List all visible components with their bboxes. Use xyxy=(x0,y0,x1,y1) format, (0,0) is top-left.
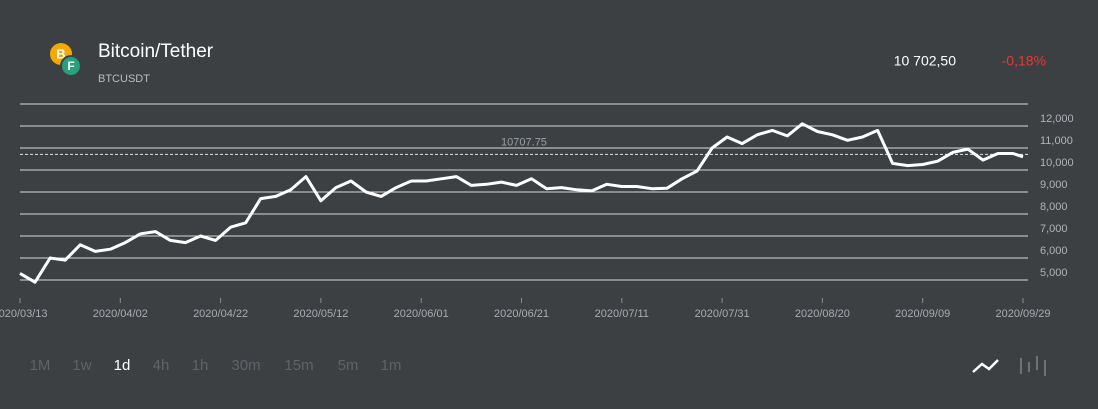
timeframes: 1M 1w 1d 4h 1h 30m 15m 5m 1m xyxy=(30,357,402,374)
timeframe-button[interactable]: 4h xyxy=(153,357,170,374)
title: Bitcoin/Tether xyxy=(98,41,214,62)
timeframe-button[interactable]: 15m xyxy=(284,357,313,374)
timeframe-button[interactable]: 1m xyxy=(381,357,402,374)
x-tick-label: 2020/04/02 xyxy=(93,308,148,320)
symbol: BTCUSDT xyxy=(98,73,150,85)
timeframe-button[interactable]: 30m xyxy=(231,357,260,374)
x-tick-label: 2020/06/01 xyxy=(394,308,449,320)
price-line xyxy=(19,122,1024,284)
timeframe-button[interactable]: 1w xyxy=(72,357,91,374)
plot: 5,000 6,000 7,000 8,000 9,000 10,000 11,000 12,… xyxy=(0,113,1074,320)
x-tick-label: 2020/09/09 xyxy=(895,308,950,320)
timeframe-button[interactable]: 5m xyxy=(338,357,359,374)
reference-label: 10707.75 xyxy=(501,136,547,148)
timeframe-button[interactable]: 1d xyxy=(114,357,131,374)
timeframe-button[interactable]: 1h xyxy=(192,357,209,374)
x-tick-label: 2020/09/29 xyxy=(995,308,1050,320)
x-tick-label: 2020/03/13 xyxy=(0,308,48,320)
change: -0,18% xyxy=(1002,53,1046,69)
y-tick-label: 10,000 xyxy=(1040,157,1074,169)
x-tick-label: 2020/07/31 xyxy=(695,308,750,320)
logo: B F xyxy=(50,43,82,77)
x-tick-label: 2020/07/11 xyxy=(595,308,649,320)
x-tick-label: 2020/05/12 xyxy=(293,308,348,320)
line-chart-icon[interactable] xyxy=(972,359,999,373)
candle-chart-icon[interactable] xyxy=(1020,356,1046,376)
svg-text:F: F xyxy=(67,59,74,73)
y-tick-label: 8,000 xyxy=(1040,201,1068,213)
svg-text:B: B xyxy=(56,46,65,61)
y-tick-label: 7,000 xyxy=(1040,223,1068,235)
price: 10 702,50 xyxy=(894,53,956,69)
y-tick-label: 11,000 xyxy=(1040,135,1073,147)
x-tick-label: 2020/06/21 xyxy=(494,308,549,320)
y-tick-label: 9,000 xyxy=(1040,179,1068,191)
timeframe-button[interactable]: 1M xyxy=(30,357,51,374)
x-tick-label: 2020/04/22 xyxy=(193,308,248,320)
y-tick-label: 5,000 xyxy=(1040,267,1068,279)
y-tick-label: 6,000 xyxy=(1040,245,1068,257)
y-tick-label: 12,000 xyxy=(1040,113,1074,125)
x-tick-label: 2020/08/20 xyxy=(795,308,850,320)
